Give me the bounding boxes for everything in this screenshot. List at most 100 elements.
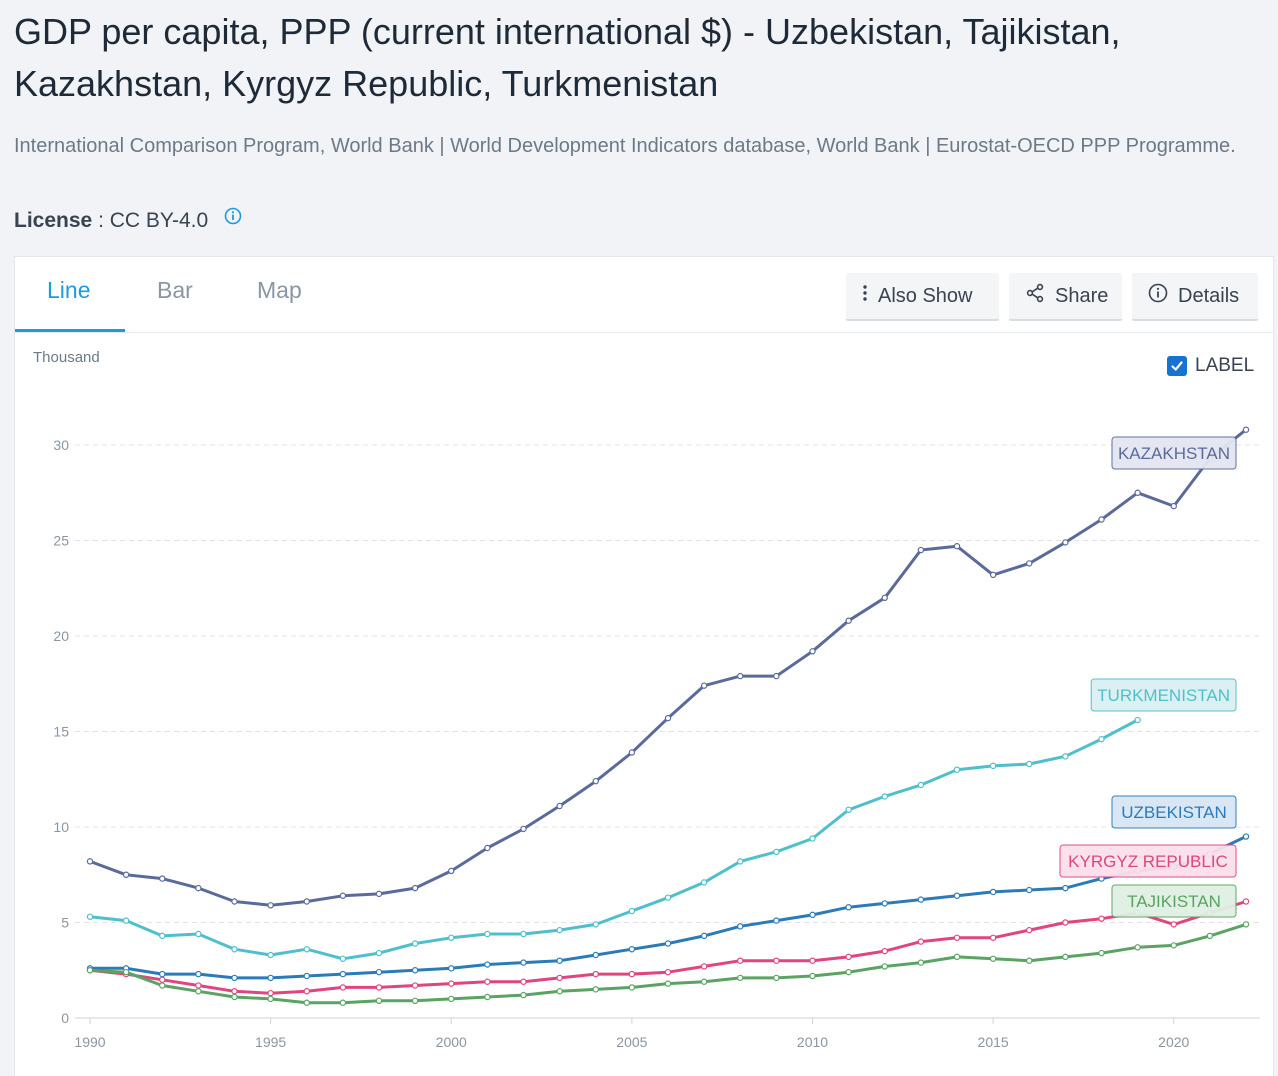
- series-label: TAJIKISTAN: [1127, 892, 1221, 911]
- data-point: [664, 894, 672, 901]
- data-point: [195, 988, 202, 995]
- x-tick-label: 1995: [255, 1034, 286, 1050]
- y-tick-label: 20: [53, 628, 69, 644]
- data-point: [953, 543, 961, 550]
- data-point: [845, 953, 852, 961]
- data-point: [845, 806, 852, 814]
- data-point: [1098, 915, 1105, 922]
- also-show-label: Also Show: [878, 284, 973, 307]
- data-point: [195, 930, 202, 938]
- tab-map[interactable]: Map: [257, 277, 302, 303]
- data-point: [375, 949, 383, 957]
- data-point: [628, 984, 636, 991]
- data-point: [592, 970, 599, 978]
- data-point: [1062, 953, 1069, 961]
- data-point: [339, 984, 347, 991]
- data-point: [86, 967, 94, 974]
- data-point: [845, 968, 852, 976]
- data-point: [411, 940, 419, 947]
- data-point: [737, 923, 744, 930]
- tab-bar-chart[interactable]: Bar: [157, 277, 193, 303]
- data-point: [592, 921, 599, 928]
- data-point: [1062, 919, 1069, 926]
- data-point: [411, 884, 419, 892]
- tab-bar: Line Bar Map Also Show Share Details: [15, 257, 1273, 333]
- data-point: [1242, 921, 1250, 928]
- data-point: [339, 955, 347, 962]
- data-point: [737, 672, 744, 680]
- series-label-box: [1111, 436, 1237, 470]
- data-point: [953, 953, 961, 961]
- data-point: [231, 974, 238, 982]
- data-point: [1026, 560, 1033, 567]
- data-point: [1098, 735, 1105, 743]
- data-point: [845, 617, 852, 624]
- data-point: [303, 972, 310, 980]
- data-point: [773, 974, 780, 982]
- x-tick-label: 2020: [1158, 1034, 1189, 1050]
- data-point: [1026, 957, 1033, 964]
- details-button[interactable]: Details: [1132, 273, 1258, 321]
- data-point: [773, 672, 780, 680]
- info-icon[interactable]: [224, 204, 242, 234]
- data-point: [628, 970, 636, 978]
- data-point: [737, 974, 744, 982]
- data-point: [592, 777, 599, 785]
- data-point: [917, 959, 925, 966]
- data-point: [1062, 884, 1069, 892]
- data-point: [1062, 753, 1069, 760]
- data-point: [700, 932, 708, 940]
- data-point: [484, 961, 491, 968]
- share-button[interactable]: Share: [1009, 273, 1122, 321]
- data-point: [448, 995, 455, 1003]
- data-point: [1170, 502, 1177, 510]
- data-point: [809, 957, 816, 964]
- data-point: [267, 951, 274, 959]
- also-show-button[interactable]: Also Show: [846, 273, 999, 321]
- data-point: [953, 892, 961, 899]
- data-point: [556, 926, 563, 934]
- data-point: [159, 932, 166, 940]
- data-point: [484, 978, 491, 985]
- data-point: [267, 995, 274, 1003]
- data-point: [1134, 716, 1141, 724]
- series-line-kazakhstan: [89, 428, 1247, 907]
- data-point: [556, 974, 563, 982]
- data-point: [159, 982, 166, 989]
- y-tick-label: 30: [53, 437, 69, 453]
- data-point: [809, 835, 816, 842]
- series-label: TURKMENISTAN: [1097, 686, 1230, 705]
- data-point: [448, 965, 455, 972]
- label-checkbox[interactable]: [1167, 356, 1187, 376]
- data-point: [448, 867, 455, 875]
- label-toggle[interactable]: LABEL: [1167, 355, 1254, 377]
- data-point: [845, 904, 852, 911]
- data-point: [86, 858, 94, 865]
- data-point: [303, 946, 310, 953]
- data-point: [556, 988, 563, 995]
- license-line: License : CC BY-4.0: [14, 206, 242, 236]
- data-point: [773, 917, 780, 924]
- data-point: [556, 802, 563, 810]
- data-point: [917, 896, 925, 903]
- data-point: [1242, 833, 1250, 840]
- data-point: [339, 892, 347, 899]
- data-point: [592, 986, 599, 993]
- source-text: International Comparison Program, World …: [14, 135, 1236, 157]
- share-icon: [1025, 283, 1045, 309]
- tab-line[interactable]: Line: [47, 277, 91, 303]
- data-point: [195, 970, 202, 978]
- data-point: [520, 825, 527, 833]
- data-point: [773, 957, 780, 964]
- x-tick-label: 2000: [436, 1034, 467, 1050]
- x-tick-label: 2010: [797, 1034, 828, 1050]
- data-point: [195, 982, 202, 989]
- data-point: [195, 884, 202, 892]
- data-point: [1206, 932, 1214, 940]
- data-point: [339, 999, 347, 1006]
- y-tick-label: 0: [61, 1010, 69, 1026]
- more-vertical-icon: [862, 284, 868, 308]
- data-point: [375, 997, 383, 1005]
- data-point: [700, 682, 708, 689]
- data-point: [989, 762, 997, 770]
